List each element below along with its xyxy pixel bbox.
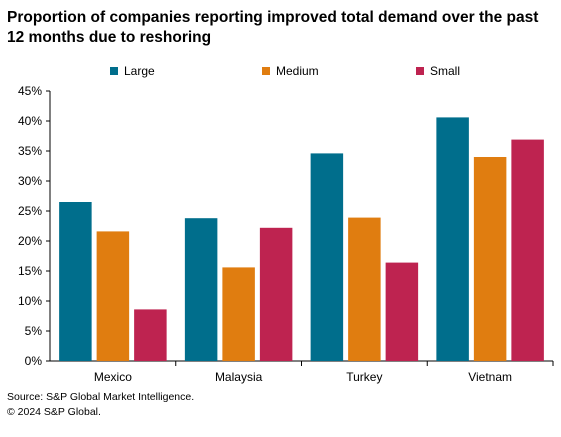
x-tick-label: Mexico — [94, 370, 132, 384]
y-tick-label: 0% — [25, 354, 43, 368]
bar-medium-vietnam — [473, 157, 507, 361]
y-tick-label: 35% — [18, 144, 42, 158]
bar-small-turkey — [385, 262, 419, 361]
bar-small-malaysia — [259, 227, 293, 361]
legend-item-small: Small — [416, 62, 460, 80]
y-tick-label: 25% — [18, 204, 42, 218]
bar-large-malaysia — [184, 218, 218, 361]
bar-medium-malaysia — [222, 267, 255, 361]
y-tick-label: 15% — [18, 264, 42, 278]
bar-medium-mexico — [96, 231, 130, 361]
legend-item-large: Large — [110, 62, 155, 80]
y-tick-label: 20% — [18, 234, 42, 248]
x-tick-label: Malaysia — [215, 370, 263, 384]
y-tick-label: 40% — [18, 114, 42, 128]
legend-label: Small — [430, 64, 461, 78]
chart-title: Proportion of companies reporting improv… — [7, 9, 539, 46]
x-tick-label: Vietnam — [468, 370, 512, 384]
source-note: Source: S&P Global Market Intelligence. — [7, 391, 195, 403]
legend-swatch — [262, 67, 270, 75]
legend-label: Large — [124, 64, 155, 78]
legend-swatch — [110, 67, 118, 75]
bar-small-vietnam — [511, 139, 544, 361]
legend-label: Medium — [276, 64, 319, 78]
y-tick-label: 5% — [25, 324, 43, 338]
bar-large-mexico — [59, 202, 92, 361]
legend-item-medium: Medium — [262, 62, 319, 80]
y-tick-label: 10% — [18, 294, 42, 308]
legend: Large Medium Small — [0, 62, 561, 80]
copyright-note: © 2024 S&P Global. — [7, 406, 101, 418]
x-tick-label: Turkey — [346, 370, 382, 384]
bar-large-vietnam — [436, 117, 469, 362]
y-tick-label: 30% — [18, 174, 42, 188]
bar-small-mexico — [134, 309, 167, 361]
legend-swatch — [416, 67, 424, 75]
bar-medium-turkey — [348, 217, 381, 361]
y-tick-label: 45% — [18, 84, 42, 98]
bar-large-turkey — [310, 153, 344, 361]
